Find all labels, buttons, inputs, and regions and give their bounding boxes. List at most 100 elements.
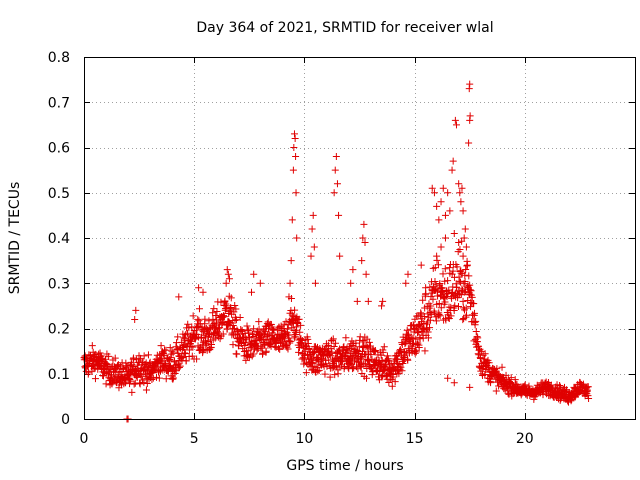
data-point bbox=[144, 351, 152, 359]
data-point bbox=[437, 198, 445, 206]
data-point bbox=[214, 333, 222, 341]
data-point bbox=[415, 328, 423, 336]
data-point bbox=[470, 300, 478, 308]
data-point bbox=[105, 352, 113, 360]
data-point bbox=[450, 307, 458, 315]
data-point bbox=[126, 361, 134, 369]
data-point bbox=[350, 357, 358, 365]
label-layer: 0 5 10 15 20 0 0.1 0.2 0.3 0.4 0.5 0.6 0.7 0.8 bbox=[48, 50, 534, 447]
data-point bbox=[285, 293, 293, 301]
data-point bbox=[383, 371, 391, 379]
data-point bbox=[462, 243, 470, 251]
data-point bbox=[430, 189, 438, 197]
data-point bbox=[461, 278, 469, 286]
data-point bbox=[436, 280, 444, 288]
data-point bbox=[388, 382, 396, 390]
data-point bbox=[431, 264, 439, 272]
data-point bbox=[291, 332, 299, 340]
data-point bbox=[350, 364, 358, 372]
data-point bbox=[181, 350, 189, 358]
data-point bbox=[332, 153, 340, 161]
y-tick-label: 0.3 bbox=[48, 276, 70, 292]
data-point bbox=[481, 350, 489, 358]
data-point bbox=[195, 284, 203, 292]
data-point bbox=[127, 377, 135, 385]
data-point bbox=[248, 288, 256, 296]
data-point bbox=[144, 363, 152, 371]
data-point bbox=[85, 368, 93, 376]
data-point bbox=[434, 261, 442, 269]
data-point bbox=[223, 266, 231, 274]
data-point bbox=[584, 383, 592, 391]
chart-title: Day 364 of 2021, SRMTID for receiver wla… bbox=[196, 20, 493, 36]
data-point bbox=[403, 326, 411, 334]
data-point bbox=[258, 344, 266, 352]
data-point bbox=[321, 370, 329, 378]
data-point bbox=[487, 379, 495, 387]
data-point bbox=[419, 296, 427, 304]
y-tick-label: 0.4 bbox=[48, 231, 70, 247]
data-point bbox=[136, 354, 144, 362]
data-point bbox=[457, 198, 465, 206]
data-point bbox=[295, 348, 303, 356]
data-point bbox=[466, 112, 474, 120]
data-point bbox=[284, 345, 292, 353]
x-tick-label: 15 bbox=[406, 431, 424, 447]
data-point bbox=[290, 334, 298, 342]
data-point bbox=[169, 375, 177, 383]
data-point bbox=[167, 363, 175, 371]
data-point bbox=[338, 361, 346, 369]
data-point bbox=[428, 184, 436, 192]
data-point bbox=[199, 288, 207, 296]
data-point bbox=[202, 324, 210, 332]
data-point bbox=[395, 370, 403, 378]
data-point bbox=[433, 202, 441, 210]
data-point bbox=[449, 157, 457, 165]
data-point bbox=[359, 234, 367, 242]
data-point bbox=[250, 270, 258, 278]
data-point bbox=[475, 342, 483, 350]
data-point bbox=[220, 313, 228, 321]
data-point bbox=[157, 342, 165, 350]
data-point bbox=[449, 267, 457, 275]
data-point bbox=[466, 80, 474, 88]
data-point bbox=[286, 339, 294, 347]
data-point bbox=[130, 380, 138, 388]
data-point bbox=[477, 347, 485, 355]
data-point bbox=[265, 330, 273, 338]
data-point bbox=[285, 336, 293, 344]
data-point bbox=[305, 345, 313, 353]
data-point bbox=[245, 327, 253, 335]
data-point bbox=[329, 335, 337, 343]
data-point bbox=[166, 344, 174, 352]
data-point bbox=[417, 309, 425, 317]
x-axis-title: GPS time / hours bbox=[286, 458, 403, 474]
data-point bbox=[216, 324, 224, 332]
data-point bbox=[229, 341, 237, 349]
data-point bbox=[292, 153, 300, 161]
data-point bbox=[455, 239, 463, 247]
data-point bbox=[466, 281, 474, 289]
data-point bbox=[332, 362, 340, 370]
data-point bbox=[179, 353, 187, 361]
data-point bbox=[452, 121, 460, 129]
data-point bbox=[435, 300, 443, 308]
data-point bbox=[439, 270, 447, 278]
data-point bbox=[143, 379, 151, 387]
data-point bbox=[441, 298, 449, 306]
data-point bbox=[434, 285, 442, 293]
data-point bbox=[485, 359, 493, 367]
data-point bbox=[402, 279, 410, 287]
data-point bbox=[446, 207, 454, 215]
data-point bbox=[182, 331, 190, 339]
data-point bbox=[361, 239, 369, 247]
data-point bbox=[456, 245, 464, 253]
data-point bbox=[584, 392, 592, 400]
data-point bbox=[481, 355, 489, 363]
data-point bbox=[360, 220, 368, 228]
data-point bbox=[309, 211, 317, 219]
data-point bbox=[243, 322, 251, 330]
data-point bbox=[470, 337, 478, 345]
data-point bbox=[152, 373, 160, 381]
data-point bbox=[462, 304, 470, 312]
